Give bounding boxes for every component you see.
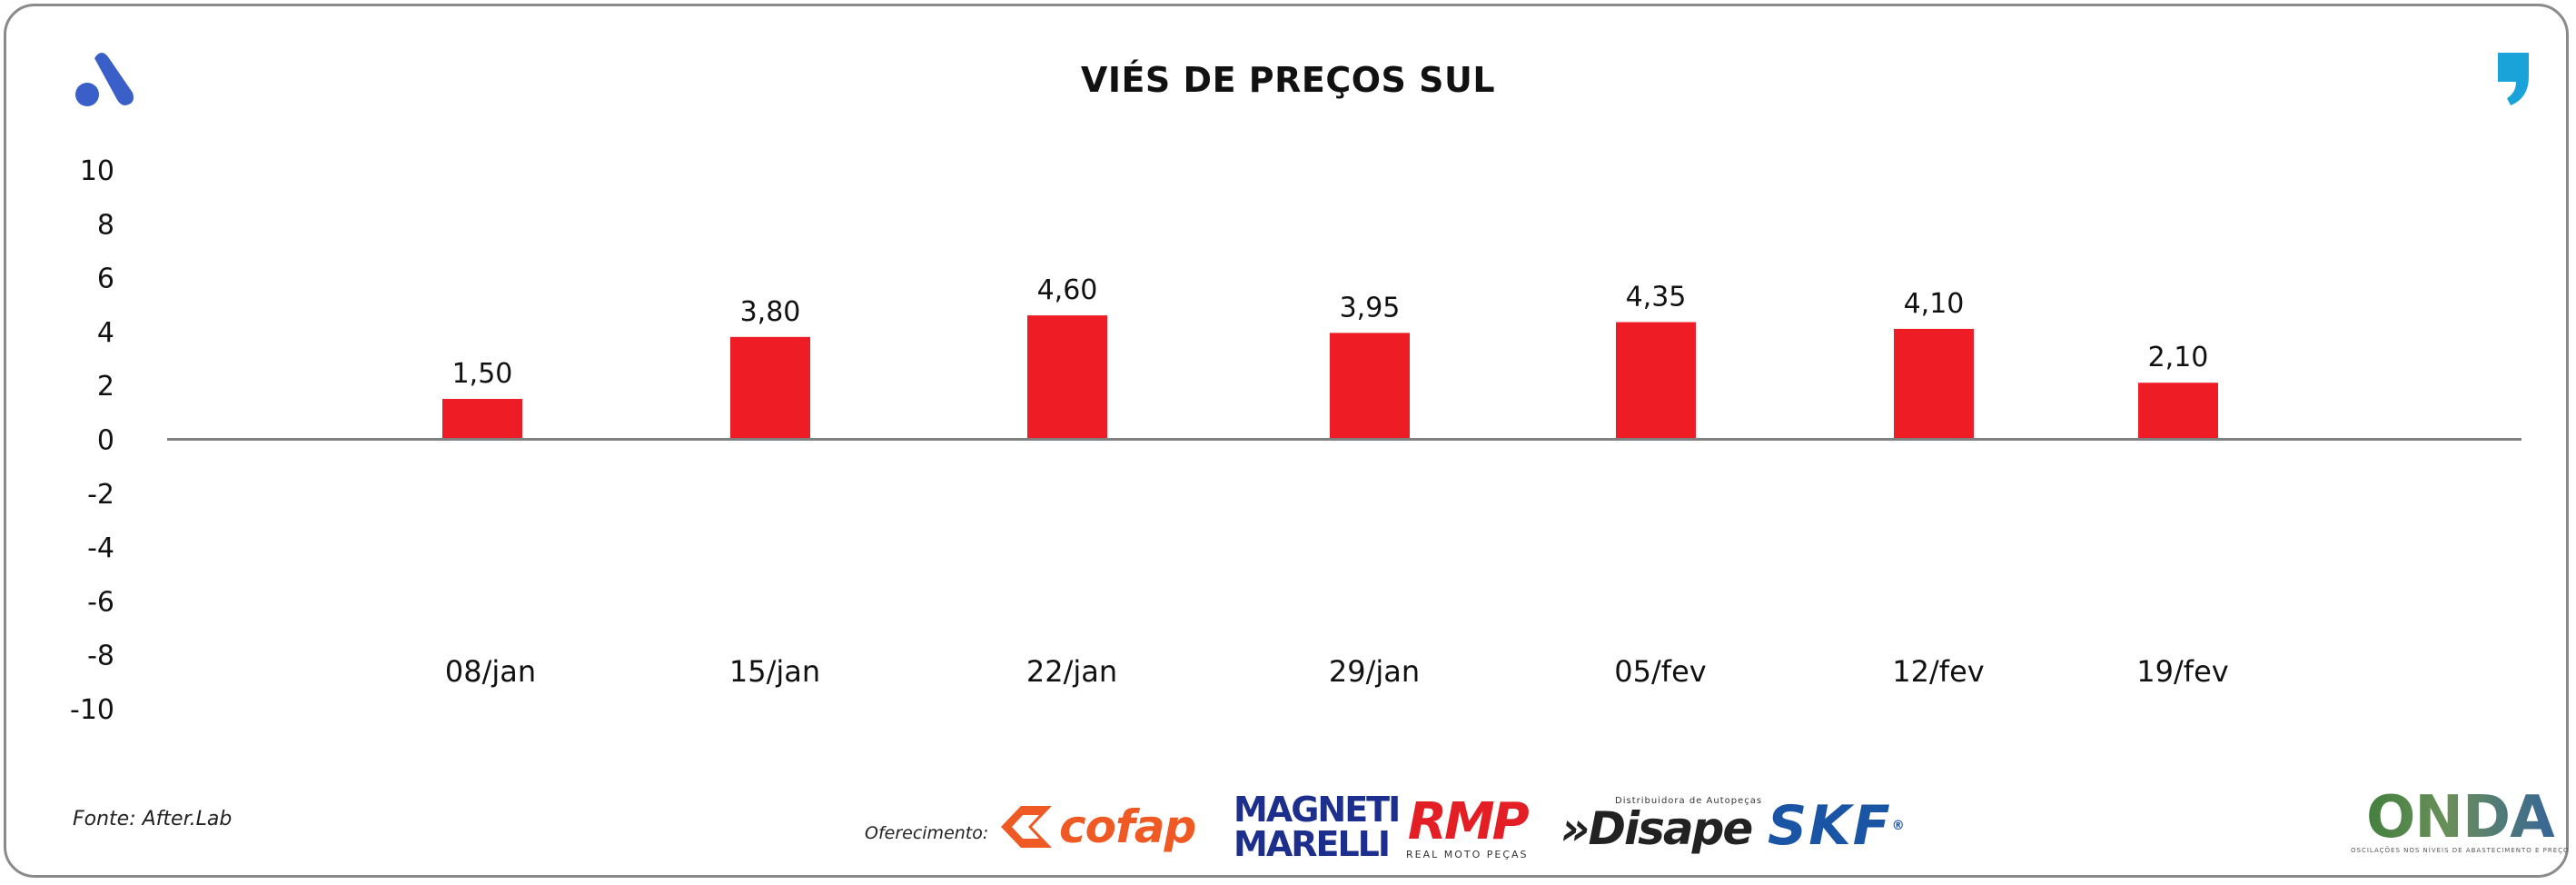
brand-a-icon bbox=[75, 53, 134, 106]
bar bbox=[1616, 322, 1696, 440]
skf-text: SKF bbox=[1768, 794, 1892, 858]
quote-mark-icon bbox=[2498, 53, 2529, 105]
sponsor-label: Oferecimento: bbox=[865, 823, 989, 843]
marelli-text: MARELLI bbox=[1234, 824, 1391, 864]
bar-value-label: 1,50 bbox=[452, 358, 513, 390]
rmp-logo: RMP REAL MOTO PEÇAS bbox=[1406, 792, 1530, 861]
disape-subtext: Distribuidora de Autopeças bbox=[1615, 796, 1763, 806]
onda-subtext: OSCILAÇÕES NOS NÍVEIS DE ABASTECIMENTO E… bbox=[2351, 847, 2570, 854]
bar bbox=[1894, 328, 1974, 440]
bar-value-label: 3,80 bbox=[740, 296, 801, 328]
disape-logo: Distribuidora de Autopeças »Disape bbox=[1560, 796, 1762, 851]
bar bbox=[1027, 315, 1107, 440]
bar-value-label: 2,10 bbox=[2148, 342, 2209, 373]
y-tick-label: -4 bbox=[87, 532, 114, 564]
y-tick-label: 8 bbox=[97, 209, 114, 241]
disape-text: »Disape bbox=[1560, 802, 1753, 855]
x-tick-label: 08/jan bbox=[445, 654, 536, 689]
x-tick-label: 12/fev bbox=[1892, 654, 1984, 689]
cofap-chevron-icon bbox=[1001, 806, 1052, 848]
y-tick-label: -2 bbox=[87, 479, 114, 511]
x-tick-label: 05/fev bbox=[1614, 654, 1706, 689]
y-tick-label: 6 bbox=[97, 264, 114, 295]
y-axis: 10 8 6 4 2 0 -2 -4 -6 -8 -10 bbox=[70, 155, 114, 726]
onda-logo: ONDA OSCILAÇÕES NOS NÍVEIS DE ABASTECIME… bbox=[2351, 789, 2570, 854]
bar bbox=[2138, 383, 2218, 440]
skf-logo: SKF® bbox=[1768, 798, 1907, 854]
onda-text: ONDA bbox=[2351, 789, 2570, 847]
bar-value-label: 4,10 bbox=[1904, 288, 1965, 320]
bar-value-label: 3,95 bbox=[1340, 292, 1401, 323]
y-tick-label: -6 bbox=[87, 586, 114, 618]
cofap-text: cofap bbox=[1059, 800, 1196, 853]
rmp-subtext: REAL MOTO PEÇAS bbox=[1406, 849, 1529, 860]
rmp-text: RMP bbox=[1407, 792, 1530, 851]
chart-title: VIÉS DE PREÇOS SUL bbox=[1080, 60, 1496, 100]
x-tick-label: 15/jan bbox=[729, 654, 820, 689]
x-tick-label: 19/fev bbox=[2136, 654, 2228, 689]
x-tick-label: 22/jan bbox=[1026, 654, 1117, 689]
bars bbox=[442, 315, 2218, 440]
y-tick-label: 0 bbox=[97, 425, 114, 457]
y-tick-label: 10 bbox=[80, 155, 114, 187]
y-tick-label: -10 bbox=[70, 694, 114, 726]
y-tick-label: 2 bbox=[97, 371, 114, 403]
y-tick-label: 4 bbox=[97, 317, 114, 349]
y-tick-label: -8 bbox=[87, 641, 114, 672]
bar bbox=[730, 336, 810, 440]
x-axis: 08/jan 15/jan 22/jan 29/jan 05/fev 12/fev 19/f… bbox=[445, 654, 2229, 689]
data-labels: 1,50 3,80 4,60 3,95 4,35 4,10 2,10 bbox=[452, 274, 2209, 390]
skf-registered-mark: ® bbox=[1891, 819, 1907, 833]
x-tick-label: 29/jan bbox=[1329, 654, 1420, 689]
bar-value-label: 4,60 bbox=[1037, 274, 1098, 306]
source-note: Fonte: After.Lab bbox=[73, 808, 233, 830]
magneti-text: MAGNETI bbox=[1234, 790, 1401, 830]
bar bbox=[1330, 333, 1410, 440]
magneti-marelli-logo: MAGNETI MARELLI bbox=[1234, 790, 1401, 864]
bar bbox=[442, 399, 522, 440]
bar-value-label: 4,35 bbox=[1626, 282, 1687, 313]
cofap-logo: cofap bbox=[999, 800, 1196, 854]
